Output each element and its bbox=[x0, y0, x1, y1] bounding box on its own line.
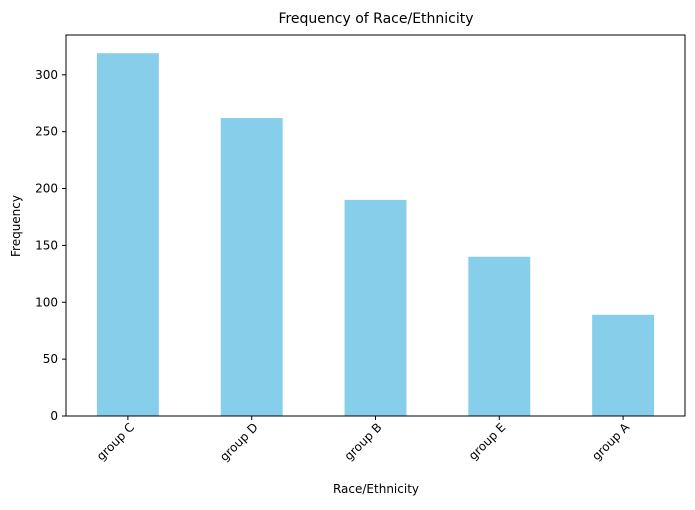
x-tick-label: group A bbox=[589, 420, 633, 464]
bar-group-a bbox=[592, 314, 655, 416]
x-axis: group C group D group B group E group A bbox=[94, 416, 633, 464]
plot-frame bbox=[65, 34, 686, 417]
y-tick-label: 200 bbox=[35, 182, 58, 196]
y-tick-label: 100 bbox=[35, 295, 58, 309]
bar-group-e bbox=[468, 256, 531, 416]
y-tick-label: 0 bbox=[50, 409, 58, 423]
x-tick-label: group C bbox=[94, 420, 137, 463]
y-tick-label: 150 bbox=[35, 238, 58, 252]
x-tick-label: group D bbox=[217, 420, 261, 464]
x-tick-label: group E bbox=[466, 420, 509, 463]
y-tick-label: 50 bbox=[43, 352, 58, 366]
y-axis-label: Frequency bbox=[9, 195, 23, 257]
x-axis-label: Race/Ethnicity bbox=[333, 482, 419, 496]
bar-group-c bbox=[96, 53, 159, 416]
bar-group-d bbox=[220, 118, 283, 417]
y-tick-label: 300 bbox=[35, 68, 58, 82]
chart-title: Frequency of Race/Ethnicity bbox=[278, 11, 473, 27]
y-axis: 0 50 100 150 200 250 300 bbox=[35, 68, 66, 423]
bars-group bbox=[96, 53, 655, 417]
x-tick-label: group B bbox=[342, 420, 385, 463]
bar-group-b bbox=[344, 199, 407, 416]
y-tick-label: 250 bbox=[35, 125, 58, 139]
